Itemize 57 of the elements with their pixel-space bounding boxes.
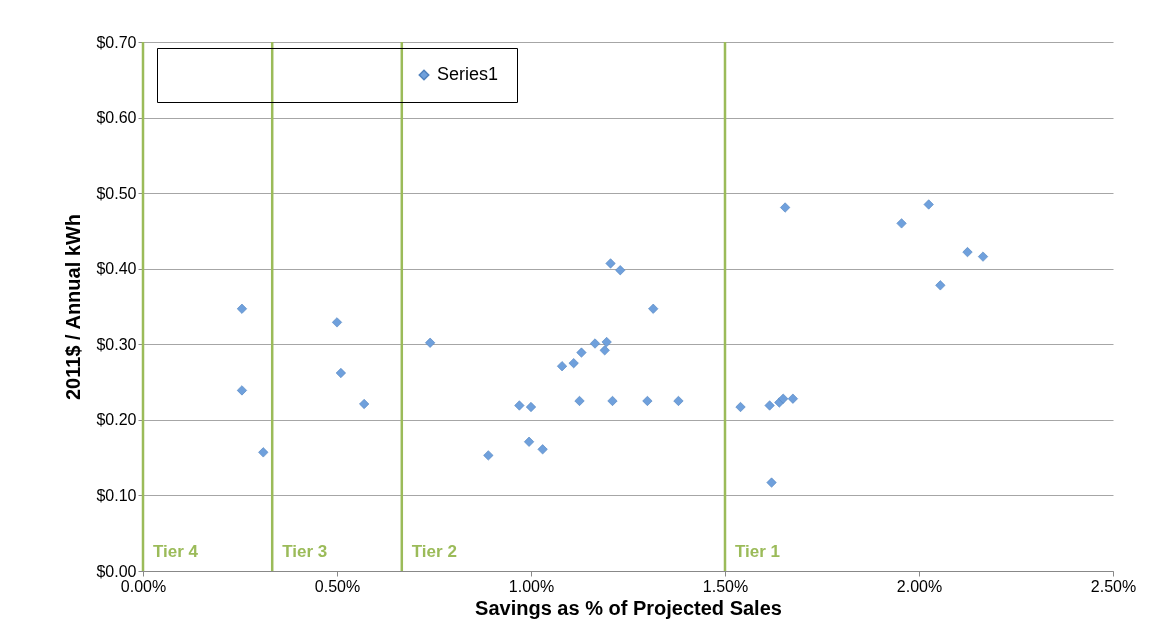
x-tick-label: 1.50% xyxy=(702,577,749,595)
point xyxy=(977,251,989,262)
x-tick-label: 0.50% xyxy=(314,577,361,595)
y-tick-label: $0.60 xyxy=(96,109,137,127)
legend-label: Series1 xyxy=(437,64,499,84)
x-tick-label: 1.00% xyxy=(508,577,555,595)
point xyxy=(236,303,247,314)
point xyxy=(615,265,626,276)
x-tick-label: 2.50% xyxy=(1090,577,1137,595)
point xyxy=(923,199,934,210)
point xyxy=(599,345,610,356)
ref-line-label: Tier 3 xyxy=(282,542,328,561)
point xyxy=(537,444,548,455)
point xyxy=(258,447,269,458)
ref-line-label: Tier 2 xyxy=(411,542,457,561)
point xyxy=(236,385,247,396)
point xyxy=(896,218,907,229)
point xyxy=(735,401,746,413)
point xyxy=(557,361,568,372)
x-axis-title: Savings as % of Projected Sales xyxy=(475,596,782,619)
point xyxy=(605,258,616,269)
point xyxy=(766,477,777,488)
ref-line-label: Tier 4 xyxy=(153,542,199,561)
y-axis-title: 2011$ / Annual kWh xyxy=(62,214,85,400)
point xyxy=(780,202,791,213)
point xyxy=(335,367,346,379)
x-tick-label: 0.00% xyxy=(120,577,167,595)
y-tick-label: $0.40 xyxy=(96,260,137,278)
point xyxy=(525,401,537,413)
y-tick-label: $0.00 xyxy=(96,562,137,580)
point xyxy=(425,337,436,348)
point xyxy=(574,395,585,407)
point xyxy=(514,400,525,411)
point xyxy=(764,400,775,411)
y-tick-label: $0.20 xyxy=(96,411,137,429)
y-tick-label: $0.10 xyxy=(96,486,137,504)
ref-line-label: Tier 1 xyxy=(735,542,781,561)
point xyxy=(576,347,587,358)
point xyxy=(607,395,618,407)
point xyxy=(601,336,612,348)
point xyxy=(331,317,343,328)
y-tick-label: $0.30 xyxy=(96,335,137,353)
point xyxy=(483,450,494,461)
point xyxy=(935,280,946,291)
point xyxy=(642,395,653,407)
y-tick-label: $0.50 xyxy=(96,184,137,202)
point xyxy=(568,358,579,369)
point xyxy=(787,393,798,404)
x-tick-label: 2.00% xyxy=(896,577,943,595)
point xyxy=(359,398,370,410)
point xyxy=(589,338,601,349)
point xyxy=(524,436,535,447)
y-tick-label: $0.70 xyxy=(96,33,137,51)
point xyxy=(673,395,684,407)
point xyxy=(648,303,659,314)
point xyxy=(778,393,789,404)
point xyxy=(962,247,973,258)
